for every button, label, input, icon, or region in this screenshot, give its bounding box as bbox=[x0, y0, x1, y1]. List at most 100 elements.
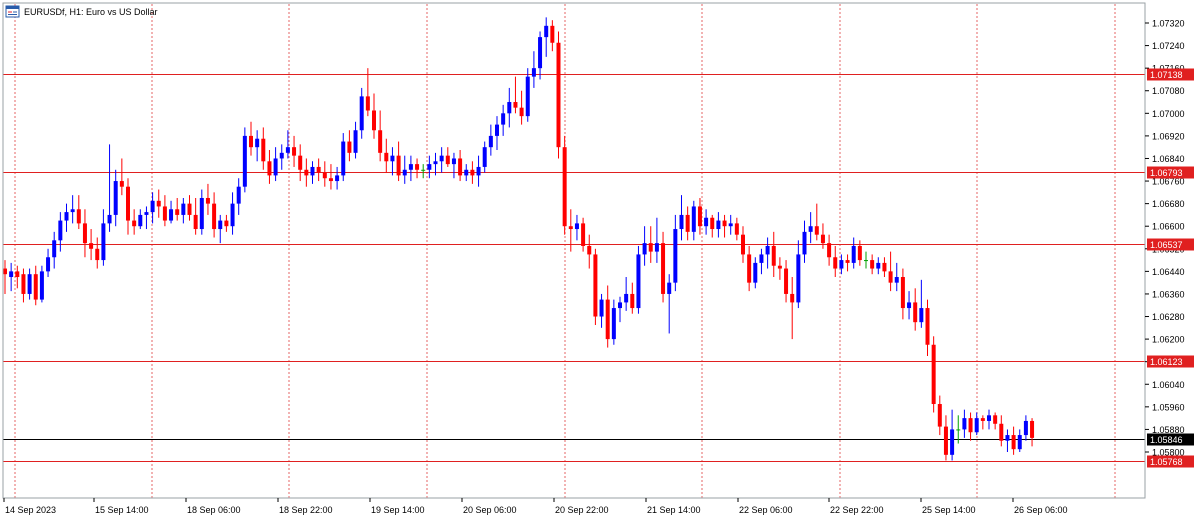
candle-body bbox=[21, 274, 26, 294]
candle bbox=[562, 135, 567, 235]
candle-body bbox=[624, 293, 629, 303]
candle-body bbox=[599, 299, 604, 317]
candle bbox=[230, 192, 235, 235]
candle-body bbox=[956, 429, 961, 431]
candle bbox=[390, 147, 395, 176]
candle-body bbox=[704, 217, 709, 227]
candle bbox=[993, 412, 998, 430]
candle-body bbox=[255, 138, 260, 148]
candle bbox=[144, 206, 149, 230]
price-tick-label: 1.06280 bbox=[1152, 312, 1185, 322]
candle bbox=[624, 277, 629, 311]
candle bbox=[888, 251, 893, 292]
candle-body bbox=[876, 262, 881, 269]
chart-window-icon bbox=[5, 5, 20, 18]
candle bbox=[654, 217, 659, 263]
time-tick-label: 20 Sep 22:00 bbox=[555, 505, 609, 515]
candle-body bbox=[790, 293, 795, 303]
candle bbox=[987, 409, 991, 430]
price-tick-label: 1.07080 bbox=[1152, 86, 1185, 96]
candle bbox=[439, 147, 444, 173]
candle bbox=[347, 130, 352, 162]
candle bbox=[956, 415, 961, 444]
candle-body bbox=[716, 220, 721, 230]
candle-body bbox=[181, 203, 186, 215]
candle-body bbox=[654, 243, 659, 252]
candle bbox=[3, 260, 7, 294]
candle bbox=[913, 288, 918, 331]
price-tick-label: 1.07320 bbox=[1152, 19, 1185, 29]
candle bbox=[980, 415, 985, 430]
candle bbox=[95, 237, 100, 269]
candle-body bbox=[261, 138, 266, 162]
candle-body bbox=[304, 169, 309, 176]
candle-body bbox=[907, 302, 912, 309]
candle-body bbox=[322, 172, 327, 179]
candle bbox=[630, 282, 635, 314]
candle-body bbox=[618, 302, 622, 309]
candle-body bbox=[685, 214, 690, 232]
candle-body bbox=[205, 197, 210, 204]
candle-body bbox=[95, 248, 100, 261]
candle-body bbox=[808, 226, 813, 232]
price-tick-label: 1.07000 bbox=[1152, 109, 1185, 119]
candle-body bbox=[900, 277, 905, 309]
candle-body bbox=[335, 175, 340, 182]
candle-body bbox=[76, 209, 81, 224]
candle bbox=[335, 166, 340, 190]
price-tick-label: 1.05880 bbox=[1152, 425, 1185, 435]
candle-body bbox=[236, 186, 241, 204]
candle bbox=[759, 248, 764, 275]
candle bbox=[181, 197, 186, 224]
candle-body bbox=[316, 166, 321, 173]
candle-body bbox=[451, 158, 456, 165]
candle-body bbox=[89, 243, 94, 249]
candle-body bbox=[242, 135, 247, 187]
candle bbox=[408, 155, 413, 182]
candle-body bbox=[439, 155, 444, 162]
candle-body bbox=[728, 223, 733, 227]
candle-body bbox=[199, 197, 204, 230]
candle bbox=[587, 234, 592, 269]
candle bbox=[937, 395, 942, 436]
candle-body bbox=[427, 164, 432, 170]
price-level-label: 1.06537 bbox=[1150, 240, 1183, 250]
candle-body bbox=[1023, 420, 1028, 436]
candle bbox=[27, 268, 32, 300]
time-tick-label: 14 Sep 2023 bbox=[5, 505, 56, 515]
candle bbox=[519, 90, 524, 125]
candle bbox=[618, 296, 622, 323]
candle-body bbox=[119, 181, 124, 187]
candle bbox=[488, 124, 493, 156]
candle bbox=[827, 234, 832, 266]
candle-body bbox=[507, 102, 512, 114]
candle bbox=[384, 138, 389, 173]
candle-body bbox=[741, 234, 745, 255]
candle-body bbox=[987, 415, 991, 421]
candle-body bbox=[802, 231, 807, 255]
candle-body bbox=[710, 217, 715, 230]
candle-body bbox=[249, 135, 253, 148]
candle bbox=[52, 231, 57, 269]
candle-body bbox=[1005, 435, 1010, 441]
candle-body bbox=[353, 130, 358, 153]
candle-body bbox=[538, 37, 543, 69]
candle bbox=[894, 262, 899, 292]
candle bbox=[943, 415, 948, 461]
candle bbox=[261, 127, 266, 170]
candle bbox=[685, 206, 690, 241]
candle bbox=[205, 183, 210, 215]
candle-body bbox=[661, 243, 666, 294]
candle-body bbox=[132, 220, 137, 227]
candle-body bbox=[46, 257, 51, 272]
price-level-label-box bbox=[1147, 455, 1194, 468]
candle bbox=[728, 214, 733, 235]
candle bbox=[218, 214, 223, 244]
candle-body bbox=[581, 223, 586, 246]
candle bbox=[316, 158, 321, 182]
candle bbox=[1011, 426, 1016, 455]
candle-body bbox=[408, 164, 413, 170]
candle-body bbox=[175, 209, 180, 215]
candle bbox=[58, 212, 63, 252]
candle-body bbox=[488, 135, 493, 148]
